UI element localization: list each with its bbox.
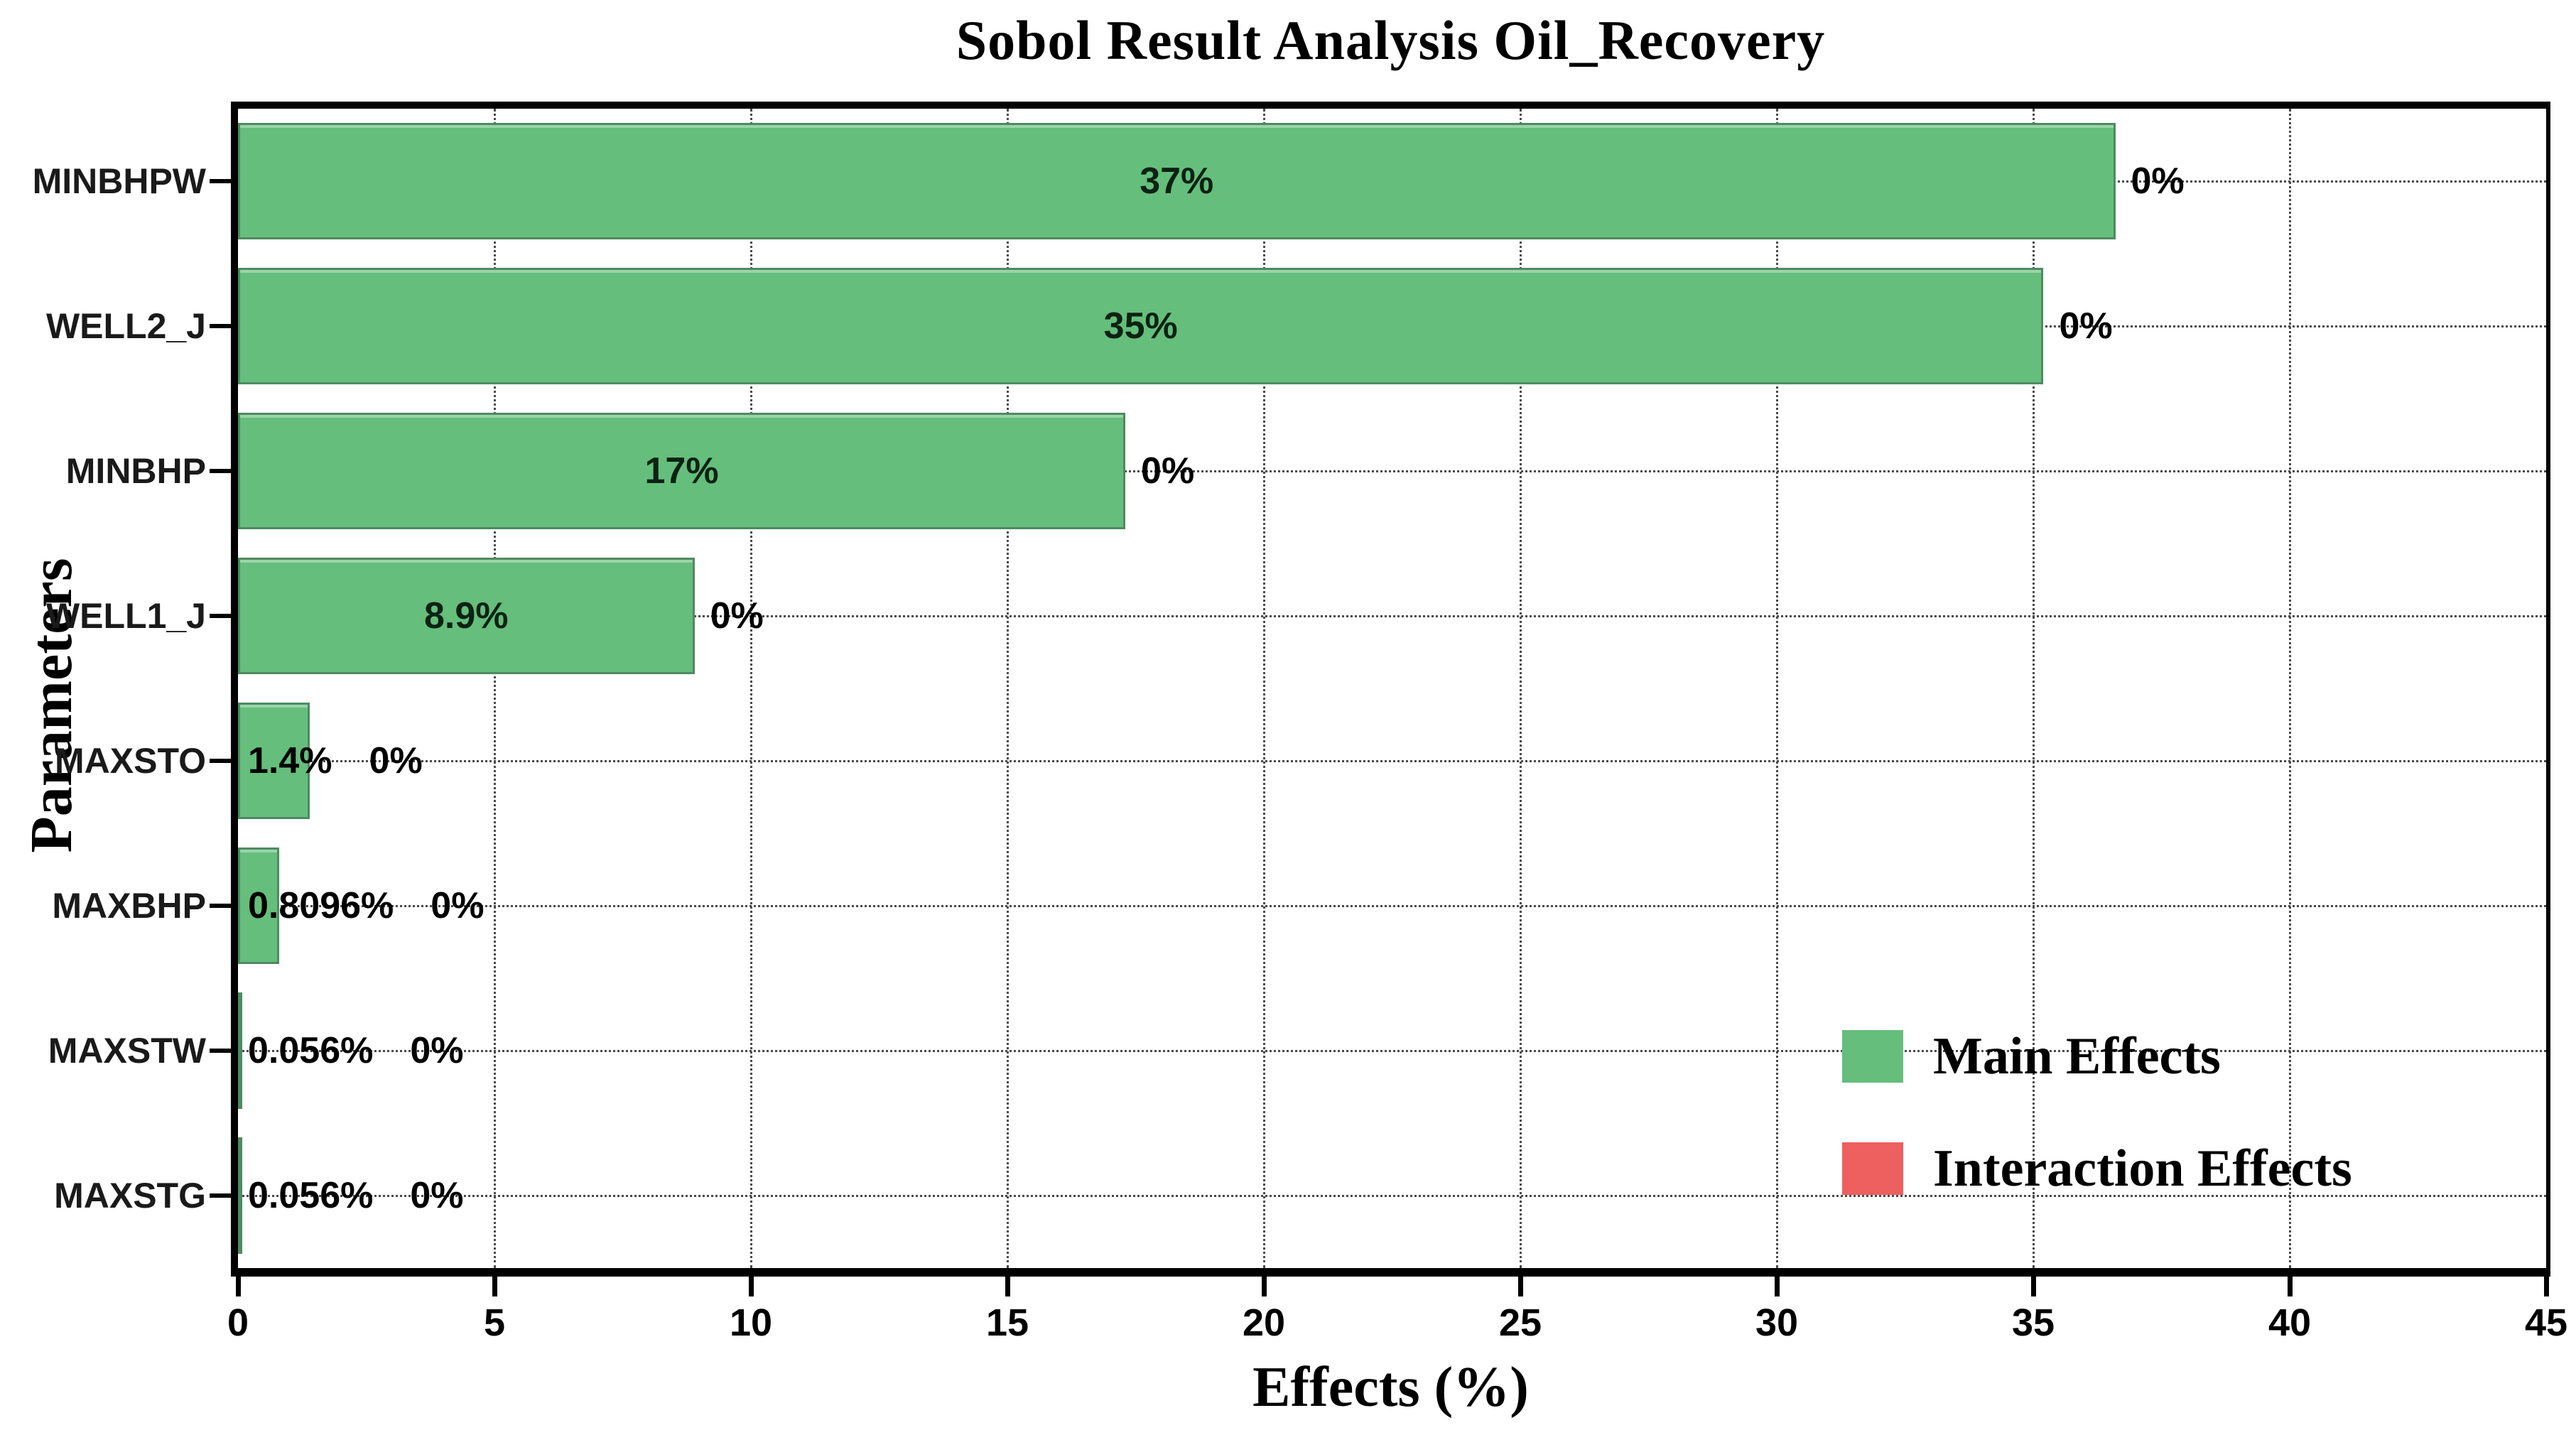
y-category-label-MAXSTO: MAXSTO	[55, 741, 206, 781]
small-bar-labels-MAXBHP: 0.8096% 0%	[248, 887, 484, 924]
main-effect-value-label: 0.056%	[248, 1030, 374, 1071]
legend: Main Effects Interaction Effects	[1842, 1030, 2352, 1255]
x-tick-label-45: 45	[2524, 1301, 2568, 1344]
x-gridline-25	[1519, 109, 1522, 1268]
main-effect-bar-MAXSTO	[238, 703, 310, 819]
row-gridline-MAXSTG	[238, 1194, 2546, 1197]
legend-label-interaction-effects: Interaction Effects	[1933, 1139, 2352, 1198]
x-gridline-35	[2032, 109, 2035, 1268]
x-tick-0	[235, 1277, 241, 1296]
y-tick-MINBHP	[210, 469, 231, 473]
x-tick-15	[1005, 1277, 1010, 1296]
main-effect-value-label: 1.4%	[248, 740, 332, 781]
x-tick-label-35: 35	[2011, 1301, 2055, 1344]
x-tick-25	[1517, 1277, 1523, 1296]
x-tick-label-0: 0	[227, 1301, 249, 1344]
x-tick-35	[2030, 1277, 2036, 1296]
x-tick-30	[1774, 1277, 1780, 1296]
main-effect-bar-MINBHPW	[238, 123, 2116, 239]
interaction-value-label: 0%	[1141, 450, 1195, 492]
main-effect-bar-WELL2_J	[238, 268, 2044, 384]
small-bar-labels-MAXSTO: 1.4% 0%	[248, 742, 423, 779]
y-tick-WELL1_J	[210, 614, 231, 618]
x-tick-label-20: 20	[1242, 1301, 1286, 1344]
y-tick-MAXSTO	[210, 759, 231, 763]
x-tick-label-10: 10	[729, 1301, 773, 1344]
main-effect-bar-MAXBHP	[238, 848, 280, 964]
x-tick-20	[1261, 1277, 1267, 1296]
y-tick-MINBHPW	[210, 179, 231, 183]
main-effect-bar-MINBHP	[238, 413, 1126, 529]
interaction-value-label: 0%	[369, 740, 423, 781]
small-bar-labels-MAXSTW: 0.056% 0%	[248, 1032, 464, 1069]
x-gridline-10	[749, 109, 752, 1268]
row-gridline-MAXBHP	[238, 904, 2546, 907]
y-tick-WELL2_J	[210, 324, 231, 328]
y-tick-MAXBHP	[210, 904, 231, 908]
x-gridline-5	[493, 109, 496, 1268]
x-tick-5	[492, 1277, 497, 1296]
plot-inner: 37% 0% 35% 0% 17% 0% 8.9% 0% 1.4% 0% 0.8096% 0% 0.05…	[238, 109, 2546, 1268]
x-gridline-20	[1262, 109, 1265, 1268]
row-gridline-WELL1_J	[238, 614, 2546, 617]
x-gridline-40	[2288, 109, 2291, 1268]
main-effect-bar-MAXSTW	[238, 992, 242, 1109]
x-tick-label-30: 30	[1755, 1301, 1799, 1344]
y-category-label-WELL2_J: WELL2_J	[45, 306, 206, 346]
main-effects-swatch	[1842, 1030, 1903, 1083]
legend-label-main-effects: Main Effects	[1933, 1027, 2221, 1085]
plot-area: 37% 0% 35% 0% 17% 0% 8.9% 0% 1.4% 0% 0.8096% 0% 0.05…	[231, 102, 2550, 1277]
row-gridline-MAXSTO	[238, 759, 2546, 762]
interaction-effects-swatch	[1842, 1142, 1903, 1195]
main-effect-value-label: 17%	[644, 450, 719, 492]
x-tick-45	[2543, 1277, 2549, 1296]
chart-title: Sobol Result Analysis Oil_Recovery	[956, 9, 1826, 71]
interaction-value-label: 0%	[410, 1175, 464, 1216]
main-effect-value-label: 0.056%	[248, 1175, 374, 1216]
legend-entry-interaction-effects: Interaction Effects	[1842, 1142, 2352, 1195]
x-tick-label-40: 40	[2268, 1301, 2312, 1344]
x-axis-title: Effects (%)	[1252, 1356, 1529, 1419]
y-category-label-MAXBHP: MAXBHP	[52, 886, 206, 926]
x-tick-10	[748, 1277, 754, 1296]
y-tick-MAXSTG	[210, 1193, 231, 1198]
x-gridline-30	[1775, 109, 1778, 1268]
x-tick-label-25: 25	[1498, 1301, 1542, 1344]
y-category-label-MAXSTG: MAXSTG	[54, 1176, 206, 1215]
interaction-value-label: 0%	[410, 1030, 464, 1071]
main-effect-bar-WELL1_J	[238, 558, 695, 674]
interaction-value-label: 0%	[2059, 305, 2113, 347]
row-gridline-MAXSTW	[238, 1049, 2546, 1052]
x-tick-label-5: 5	[483, 1301, 506, 1344]
row-gridline-MINBHP	[238, 470, 2546, 472]
main-effect-bar-MAXSTG	[238, 1137, 242, 1254]
main-effect-value-label: 37%	[1140, 161, 1214, 202]
y-category-label-WELL1_J: WELL1_J	[45, 596, 206, 636]
x-tick-label-15: 15	[985, 1301, 1029, 1344]
x-gridline-15	[1006, 109, 1009, 1268]
main-effect-value-label: 0.8096%	[248, 885, 394, 926]
y-category-label-MINBHPW: MINBHPW	[32, 161, 206, 201]
interaction-value-label: 0%	[2131, 161, 2185, 202]
y-tick-MAXSTW	[210, 1049, 231, 1053]
legend-entry-main-effects: Main Effects	[1842, 1030, 2352, 1083]
y-axis-title: Parameters	[18, 558, 85, 853]
interaction-value-label: 0%	[710, 595, 764, 637]
main-effect-value-label: 8.9%	[424, 595, 509, 637]
y-category-label-MAXSTW: MAXSTW	[48, 1031, 206, 1071]
y-category-label-MINBHP: MINBHP	[65, 451, 206, 491]
small-bar-labels-MAXSTG: 0.056% 0%	[248, 1177, 464, 1214]
interaction-value-label: 0%	[431, 885, 485, 926]
main-effect-value-label: 35%	[1103, 305, 1178, 347]
x-tick-40	[2287, 1277, 2293, 1296]
